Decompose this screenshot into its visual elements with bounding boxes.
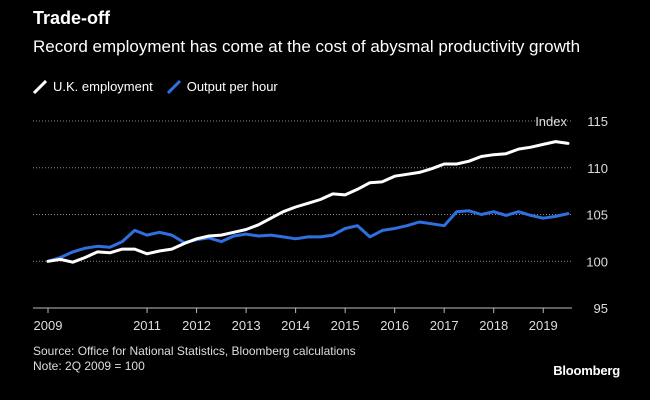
x-tick-label-2019: 2019 (529, 318, 558, 333)
legend-item-output: Output per hour (166, 79, 278, 94)
source-note: Source: Office for National Statistics, … (33, 344, 356, 358)
x-tick-label-2012: 2012 (182, 318, 211, 333)
x-tick-label-2015: 2015 (331, 318, 360, 333)
x-tick-label-2016: 2016 (380, 318, 409, 333)
x-tick-label-2017: 2017 (430, 318, 459, 333)
x-tick-label-2009: 2009 (34, 318, 63, 333)
series-line-employment (46, 140, 570, 264)
legend-label-output: Output per hour (186, 79, 278, 94)
y-tick-label-110: 110 (587, 161, 608, 176)
x-tick-label-2014: 2014 (281, 318, 310, 333)
x-tick-label-2018: 2018 (479, 318, 508, 333)
base-note: Note: 2Q 2009 = 100 (33, 359, 145, 373)
y-tick-label-115: 115 (587, 114, 608, 129)
chart-subtitle: Record employment has come at the cost o… (33, 37, 581, 56)
bloomberg-logo: Bloomberg (553, 363, 620, 378)
y-tick-label-95: 95 (594, 301, 608, 316)
legend: U.K. employment Output per hour (33, 79, 292, 94)
legend-swatch-employment (33, 79, 47, 94)
series-line-output (46, 209, 570, 263)
y-tick-label-105: 105 (586, 208, 608, 223)
legend-label-employment: U.K. employment (53, 79, 153, 94)
y-tick-label-100: 100 (586, 254, 608, 269)
x-tick-label-2013: 2013 (232, 318, 261, 333)
chart-title: Trade-off (33, 8, 111, 28)
legend-item-employment: U.K. employment (33, 79, 153, 94)
y-axis-label: Index (535, 114, 567, 129)
legend-swatch-output (166, 79, 181, 94)
x-tick-label-2011: 2011 (133, 318, 161, 333)
